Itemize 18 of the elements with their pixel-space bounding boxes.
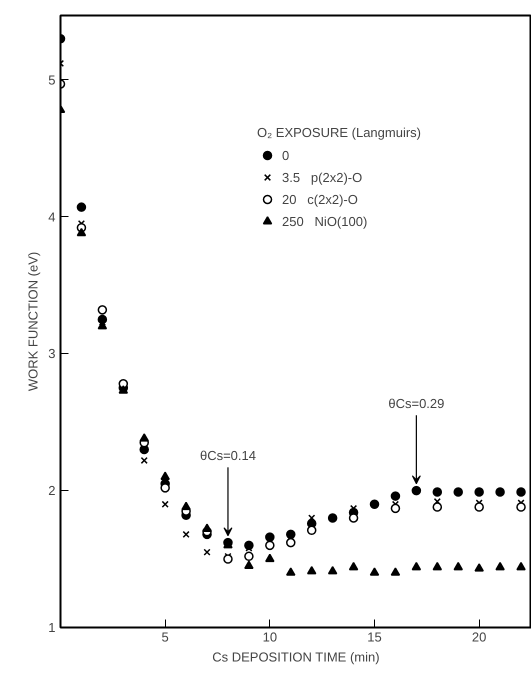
y-tick-label: 1 bbox=[48, 620, 56, 635]
x-tick-label: 20 bbox=[472, 630, 486, 644]
legend-label: 0 bbox=[282, 148, 290, 162]
legend-label: 3.5 p(2x2)-O bbox=[282, 170, 362, 184]
y-tick-label: 3 bbox=[48, 346, 56, 362]
y-tick-label: 2 bbox=[48, 483, 56, 498]
legend-label: 20 c(2x2)-O bbox=[282, 192, 358, 206]
y-tick-label: 4 bbox=[48, 209, 56, 224]
y-tick-label: 5 bbox=[48, 72, 56, 88]
annotation: θCs=0.14 bbox=[200, 448, 256, 464]
y-axis-title: WORK FUNCTION (eV) bbox=[25, 252, 40, 392]
x-axis-title: Cs DEPOSITION TIME (min) bbox=[212, 650, 380, 664]
annotation: θCs=0.29 bbox=[388, 396, 444, 412]
x-tick-label: 15 bbox=[367, 630, 382, 644]
x-tick-label: 5 bbox=[162, 630, 169, 644]
legend-title: O₂ EXPOSURE (Langmuirs) bbox=[257, 125, 421, 140]
x-tick-label: 10 bbox=[262, 630, 278, 644]
legend-label: 250 NiO(100) bbox=[282, 214, 368, 228]
